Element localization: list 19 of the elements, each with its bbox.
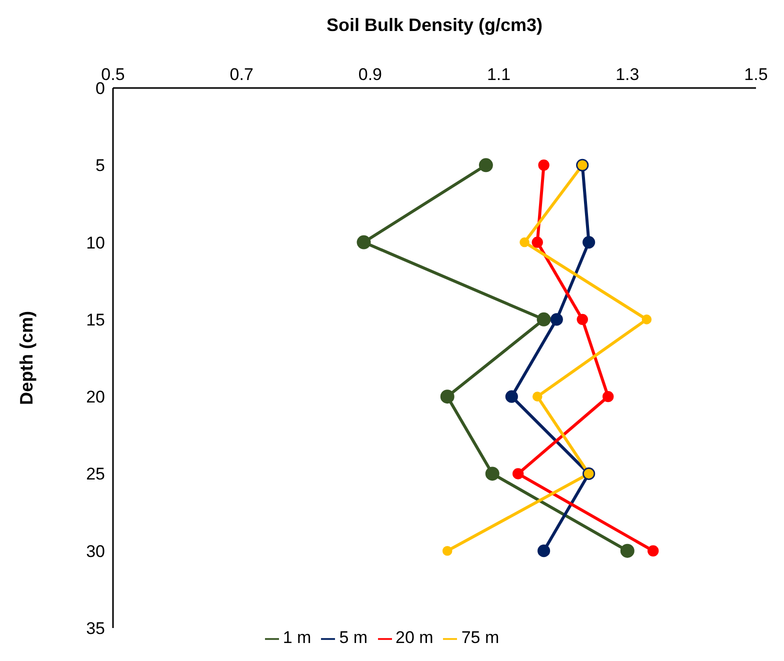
y-tick-label: 10 (86, 233, 105, 252)
x-axis-title: Soil Bulk Density (g/cm3) (326, 14, 543, 35)
y-axis-title: Depth (cm) (16, 310, 36, 405)
x-tick-label: 1.3 (616, 65, 640, 84)
x-tick-label: 1.5 (744, 65, 768, 84)
y-tick-label: 20 (86, 388, 105, 407)
y-tick-label: 5 (96, 156, 105, 176)
x-tick-label: 1.1 (486, 65, 511, 84)
legend-label: 5 m (339, 628, 368, 647)
legend-label: 1 m (282, 628, 312, 647)
x-tick-label: 0.9 (358, 65, 382, 84)
x-tick-label: 0.7 (230, 65, 254, 84)
y-tick-label: 35 (86, 619, 105, 638)
y-tick-label: 0 (96, 79, 105, 98)
y-tick-label: 25 (86, 464, 105, 484)
legend-label: 75 m (461, 628, 500, 647)
legend-label: 20 m (396, 628, 434, 647)
y-tick-label: 15 (86, 310, 105, 330)
y-tick-label: 30 (86, 542, 105, 561)
